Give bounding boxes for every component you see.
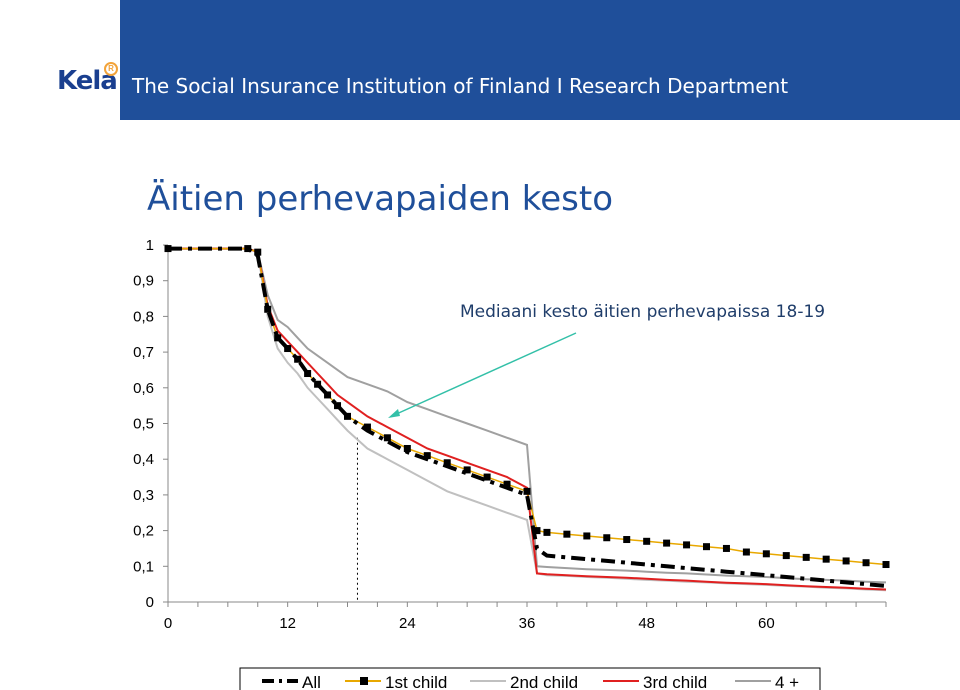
series-1st-child-point xyxy=(742,548,750,556)
x-tick-label: 48 xyxy=(638,615,655,632)
series-1st-child-point xyxy=(363,423,371,431)
series-2nd-child-line xyxy=(168,247,887,592)
series-1st-child-point xyxy=(703,543,710,551)
logo: Kela R xyxy=(0,0,120,120)
series-1st-child-point xyxy=(533,527,541,535)
legend-box xyxy=(239,667,821,690)
series-1st-child-point xyxy=(643,537,651,545)
median-annotation: Mediaani kesto äitien perhevapaissa 18-1… xyxy=(460,302,826,322)
x-tick-label: 36 xyxy=(519,615,536,632)
legend-2nd-child-label: 2nd child xyxy=(510,673,578,690)
series-1st-child-point xyxy=(443,459,451,467)
y-tick-label: 0,1 xyxy=(133,558,154,575)
series-4-line xyxy=(168,247,887,584)
y-tick-label: 0 xyxy=(146,594,154,611)
x-tick-label: 0 xyxy=(164,615,172,632)
legend-1st-child-label: 1st child xyxy=(385,673,447,690)
series-1st-child-point xyxy=(822,555,830,563)
legend-all-label: All xyxy=(302,673,321,690)
series-1st-child-point xyxy=(683,541,691,549)
y-tick-label: 0,8 xyxy=(133,308,154,325)
y-tick-label: 1 xyxy=(146,237,154,254)
x-tick-label: 12 xyxy=(279,615,296,632)
series-1st-child-point xyxy=(663,539,671,547)
header: Kela R The Social Insurance Institution … xyxy=(0,0,960,120)
legend-3rd-child-label: 3rd child xyxy=(643,673,707,690)
header-band xyxy=(120,0,960,120)
y-tick-label: 0,5 xyxy=(133,416,154,433)
series-1st-child-point xyxy=(882,561,890,569)
y-tick-label: 0,3 xyxy=(133,487,154,504)
series-1st-child-point xyxy=(842,557,850,565)
y-tick-label: 0,2 xyxy=(133,523,154,540)
series-1st-child-point xyxy=(802,553,810,561)
series-1st-child-point xyxy=(543,528,551,536)
series-3rd-child-line xyxy=(168,247,887,591)
series-1st-child-point xyxy=(463,466,471,474)
series-1st-child-point xyxy=(583,532,591,540)
series-all-line xyxy=(168,246,887,588)
series-1st-child-point xyxy=(603,534,611,542)
series-1st-child-point xyxy=(264,305,272,313)
x-tick-label: 24 xyxy=(399,615,416,632)
institution-name: The Social Insurance Institution of Finl… xyxy=(132,74,789,98)
page-title: Äitien perhevapaiden kesto xyxy=(147,178,614,219)
legend-1st-child-marker xyxy=(360,677,368,685)
series-1st-child-point xyxy=(274,334,282,342)
series-1st-child-point xyxy=(523,487,531,495)
y-tick-label: 0,7 xyxy=(133,344,154,361)
series-1st-child-point xyxy=(294,355,302,363)
y-tick-label: 0,6 xyxy=(133,380,154,397)
series-1st-child-point xyxy=(722,544,730,552)
legend-4-label: 4 + xyxy=(775,673,799,690)
series-1st-child-point xyxy=(762,550,770,558)
series-1st-child-point xyxy=(244,245,252,253)
annotation-arrow xyxy=(391,332,577,417)
x-tick-label: 60 xyxy=(758,615,775,632)
series-1st-child-point xyxy=(334,402,342,410)
series-1st-child-point xyxy=(503,480,511,488)
registered-mark-icon: R xyxy=(104,62,118,76)
series-1st-child-point xyxy=(423,452,431,460)
series-1st-child-point xyxy=(483,473,491,481)
y-tick-label: 0,9 xyxy=(133,273,154,290)
y-tick-label: 0,4 xyxy=(133,451,154,468)
series-1st-child-point xyxy=(862,559,870,567)
annotation-arrowhead xyxy=(388,409,400,418)
series-1st-child-point xyxy=(383,434,391,442)
series-1st-child-point xyxy=(314,380,322,388)
series-1st-child-point xyxy=(782,552,790,560)
series-1st-child-point xyxy=(623,536,631,544)
series-1st-child-point xyxy=(403,444,411,452)
series-1st-child-line xyxy=(168,247,887,566)
series-1st-child-point xyxy=(254,248,262,256)
series-1st-child-point xyxy=(563,530,571,538)
